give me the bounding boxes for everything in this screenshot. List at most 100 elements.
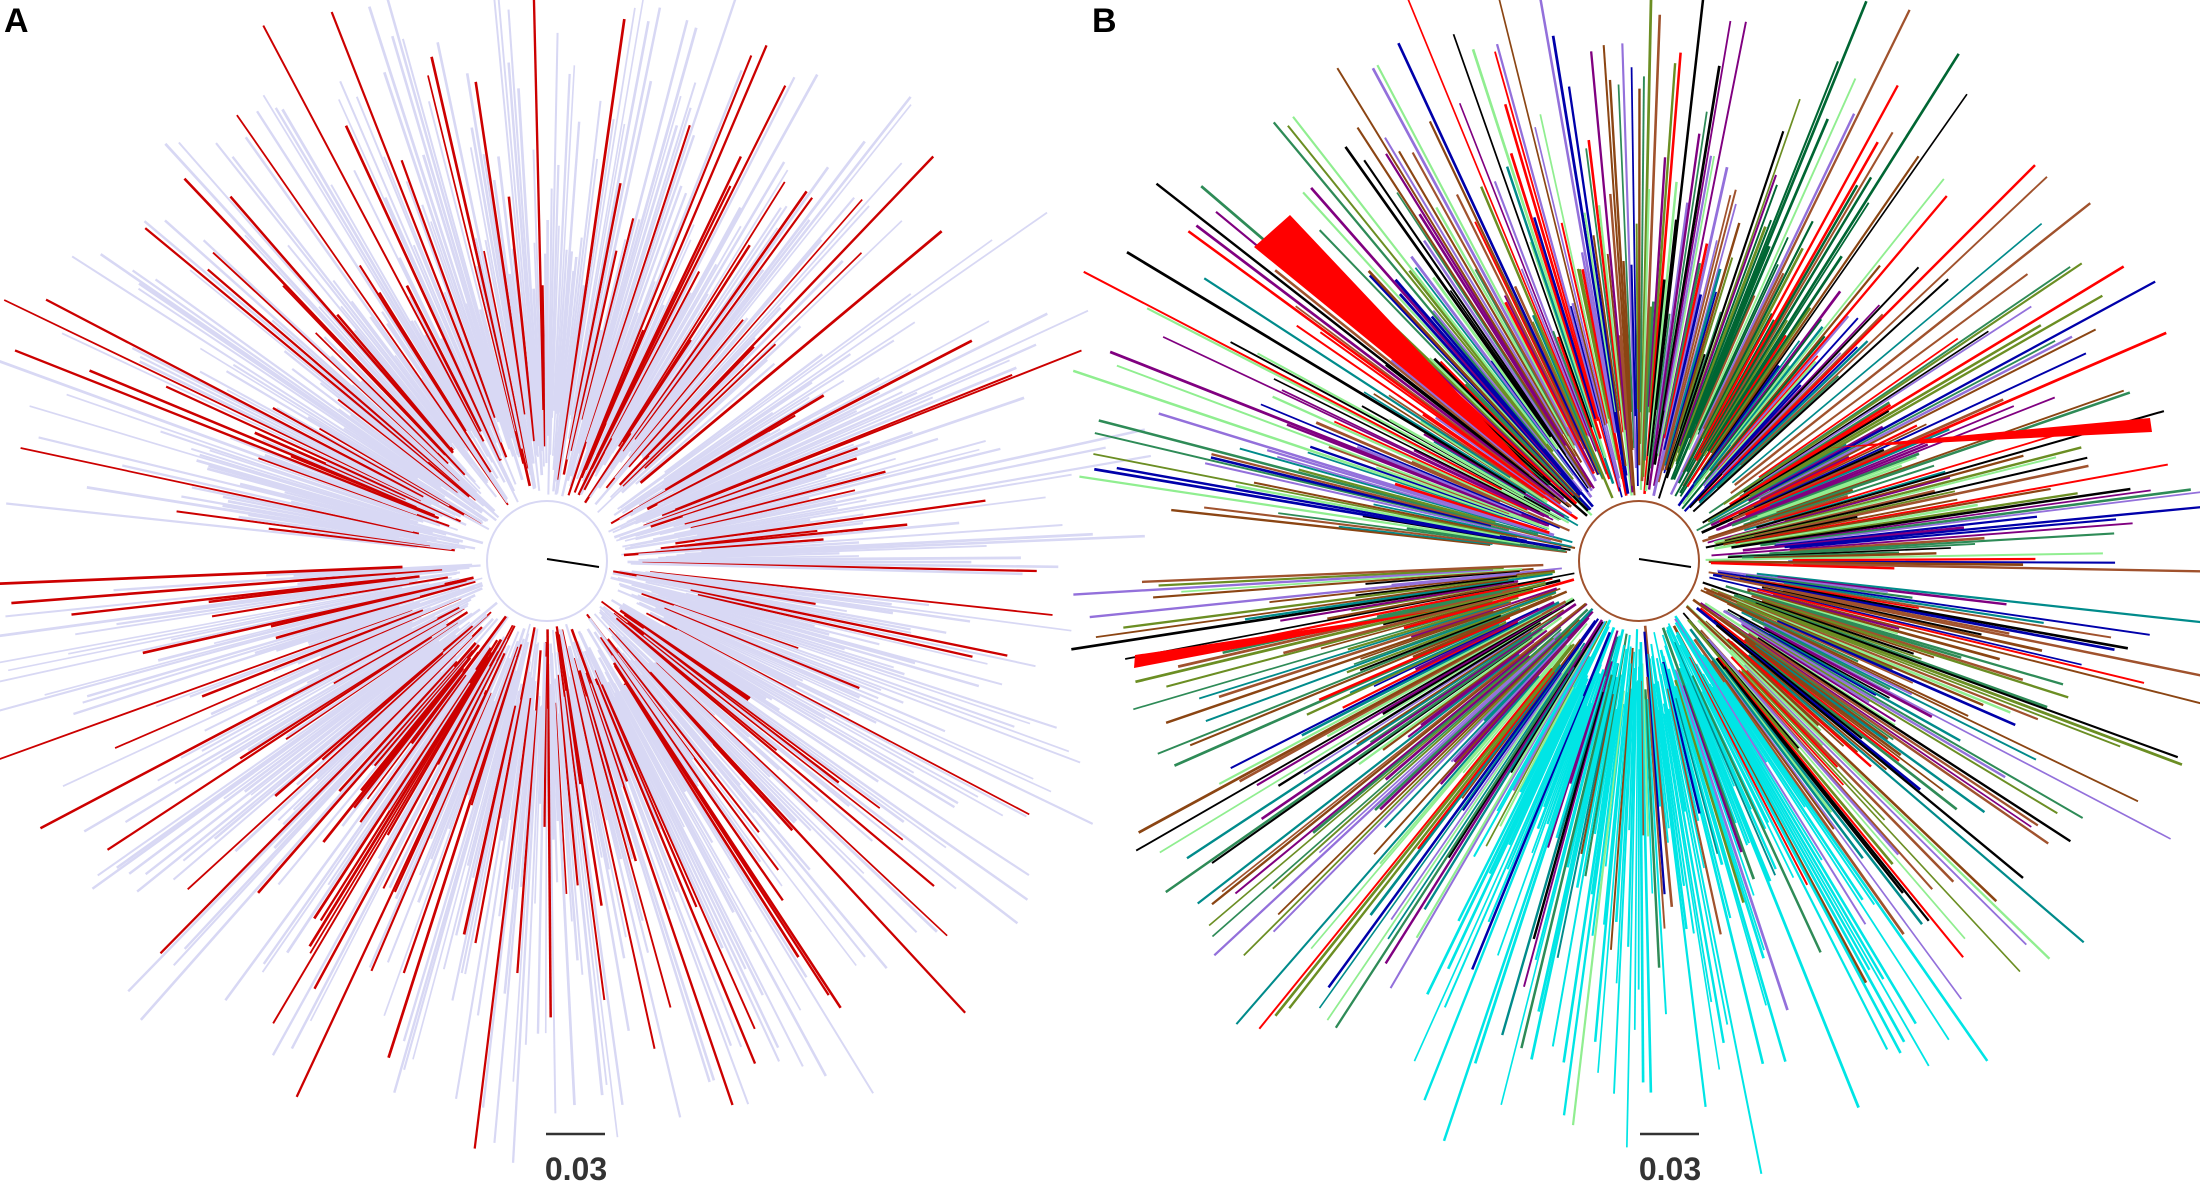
branch (1385, 153, 1595, 489)
branch (1730, 597, 2011, 714)
branch (256, 110, 509, 500)
branch (1763, 625, 2171, 840)
branch (1643, 699, 1654, 894)
branch (636, 577, 912, 634)
branch (430, 56, 532, 487)
branch (275, 580, 476, 640)
branch (1153, 567, 1534, 599)
branch (638, 602, 1052, 793)
branch (1462, 623, 1588, 774)
branch (318, 306, 467, 472)
branch (1365, 570, 1520, 585)
branch (1371, 67, 1597, 482)
branch (1071, 579, 1515, 651)
branch (653, 661, 938, 933)
branch (624, 448, 980, 542)
branch (684, 523, 908, 549)
branch (1390, 359, 1567, 503)
branch (211, 576, 449, 618)
branch (1711, 686, 1885, 980)
branch (299, 576, 452, 606)
branch (1709, 443, 1847, 522)
branch (1717, 569, 1888, 593)
branch (1301, 601, 1560, 737)
branch (86, 486, 400, 539)
branch (613, 682, 752, 933)
collapsed-clade (1254, 215, 1540, 480)
branch (1651, 655, 1686, 887)
branch (1714, 503, 1978, 550)
branch (1272, 395, 1529, 513)
branch (1713, 456, 2057, 544)
branch (339, 80, 498, 444)
branch (554, 237, 583, 481)
branch (247, 623, 447, 752)
branch (1667, 623, 1767, 830)
branch (511, 696, 541, 1163)
branch (360, 380, 478, 494)
branch (1471, 48, 1607, 459)
branch (579, 192, 688, 472)
branch (694, 496, 1046, 543)
branch (381, 311, 483, 463)
branch (617, 653, 857, 966)
branch (1349, 623, 1500, 694)
branch (1635, 223, 1639, 410)
branch (585, 281, 656, 460)
branch (1338, 525, 1493, 545)
branch (273, 671, 443, 850)
collapsed-clade (1828, 418, 2152, 448)
branch (1719, 424, 1918, 523)
branch (635, 391, 918, 522)
branch (1706, 53, 1960, 453)
branch (648, 260, 844, 458)
branch (549, 683, 559, 883)
branch (690, 589, 1008, 657)
branch (1435, 206, 1576, 449)
branch (1394, 278, 1578, 490)
branch (1622, 260, 1633, 412)
branch (1747, 588, 1900, 630)
branch (619, 269, 765, 464)
branch (578, 670, 638, 862)
branch (1761, 600, 1935, 659)
branch (1702, 410, 1890, 524)
branch (508, 273, 533, 438)
branch (635, 447, 1001, 541)
branch (1755, 602, 2179, 759)
branch (557, 256, 578, 437)
branch (1789, 536, 1985, 553)
branch (1347, 596, 1519, 651)
branch (268, 527, 455, 552)
branch (1609, 647, 1634, 950)
branch (131, 269, 442, 488)
branch (89, 369, 418, 508)
branch (1747, 654, 2085, 944)
branch (576, 312, 639, 480)
branch (1283, 593, 1508, 655)
branch (1661, 189, 1737, 471)
branch (610, 363, 745, 499)
branch (1782, 589, 2200, 677)
branch (138, 282, 489, 522)
branch (226, 389, 440, 505)
branch (1659, 673, 1729, 1025)
branch (455, 652, 526, 936)
branch (344, 125, 502, 462)
branch (38, 436, 429, 534)
branch (507, 62, 540, 447)
branch (581, 218, 635, 420)
branch (612, 619, 780, 771)
branch (1757, 588, 2145, 684)
branch (387, 655, 519, 1059)
branch (183, 177, 467, 476)
branch (1737, 669, 1845, 786)
branch (1581, 268, 1628, 496)
branch (1159, 606, 1564, 854)
branch (600, 600, 881, 809)
branch (1724, 610, 2084, 819)
branch (1663, 262, 1702, 435)
branch (430, 693, 493, 840)
branch (1274, 269, 1572, 508)
branch (139, 355, 456, 517)
